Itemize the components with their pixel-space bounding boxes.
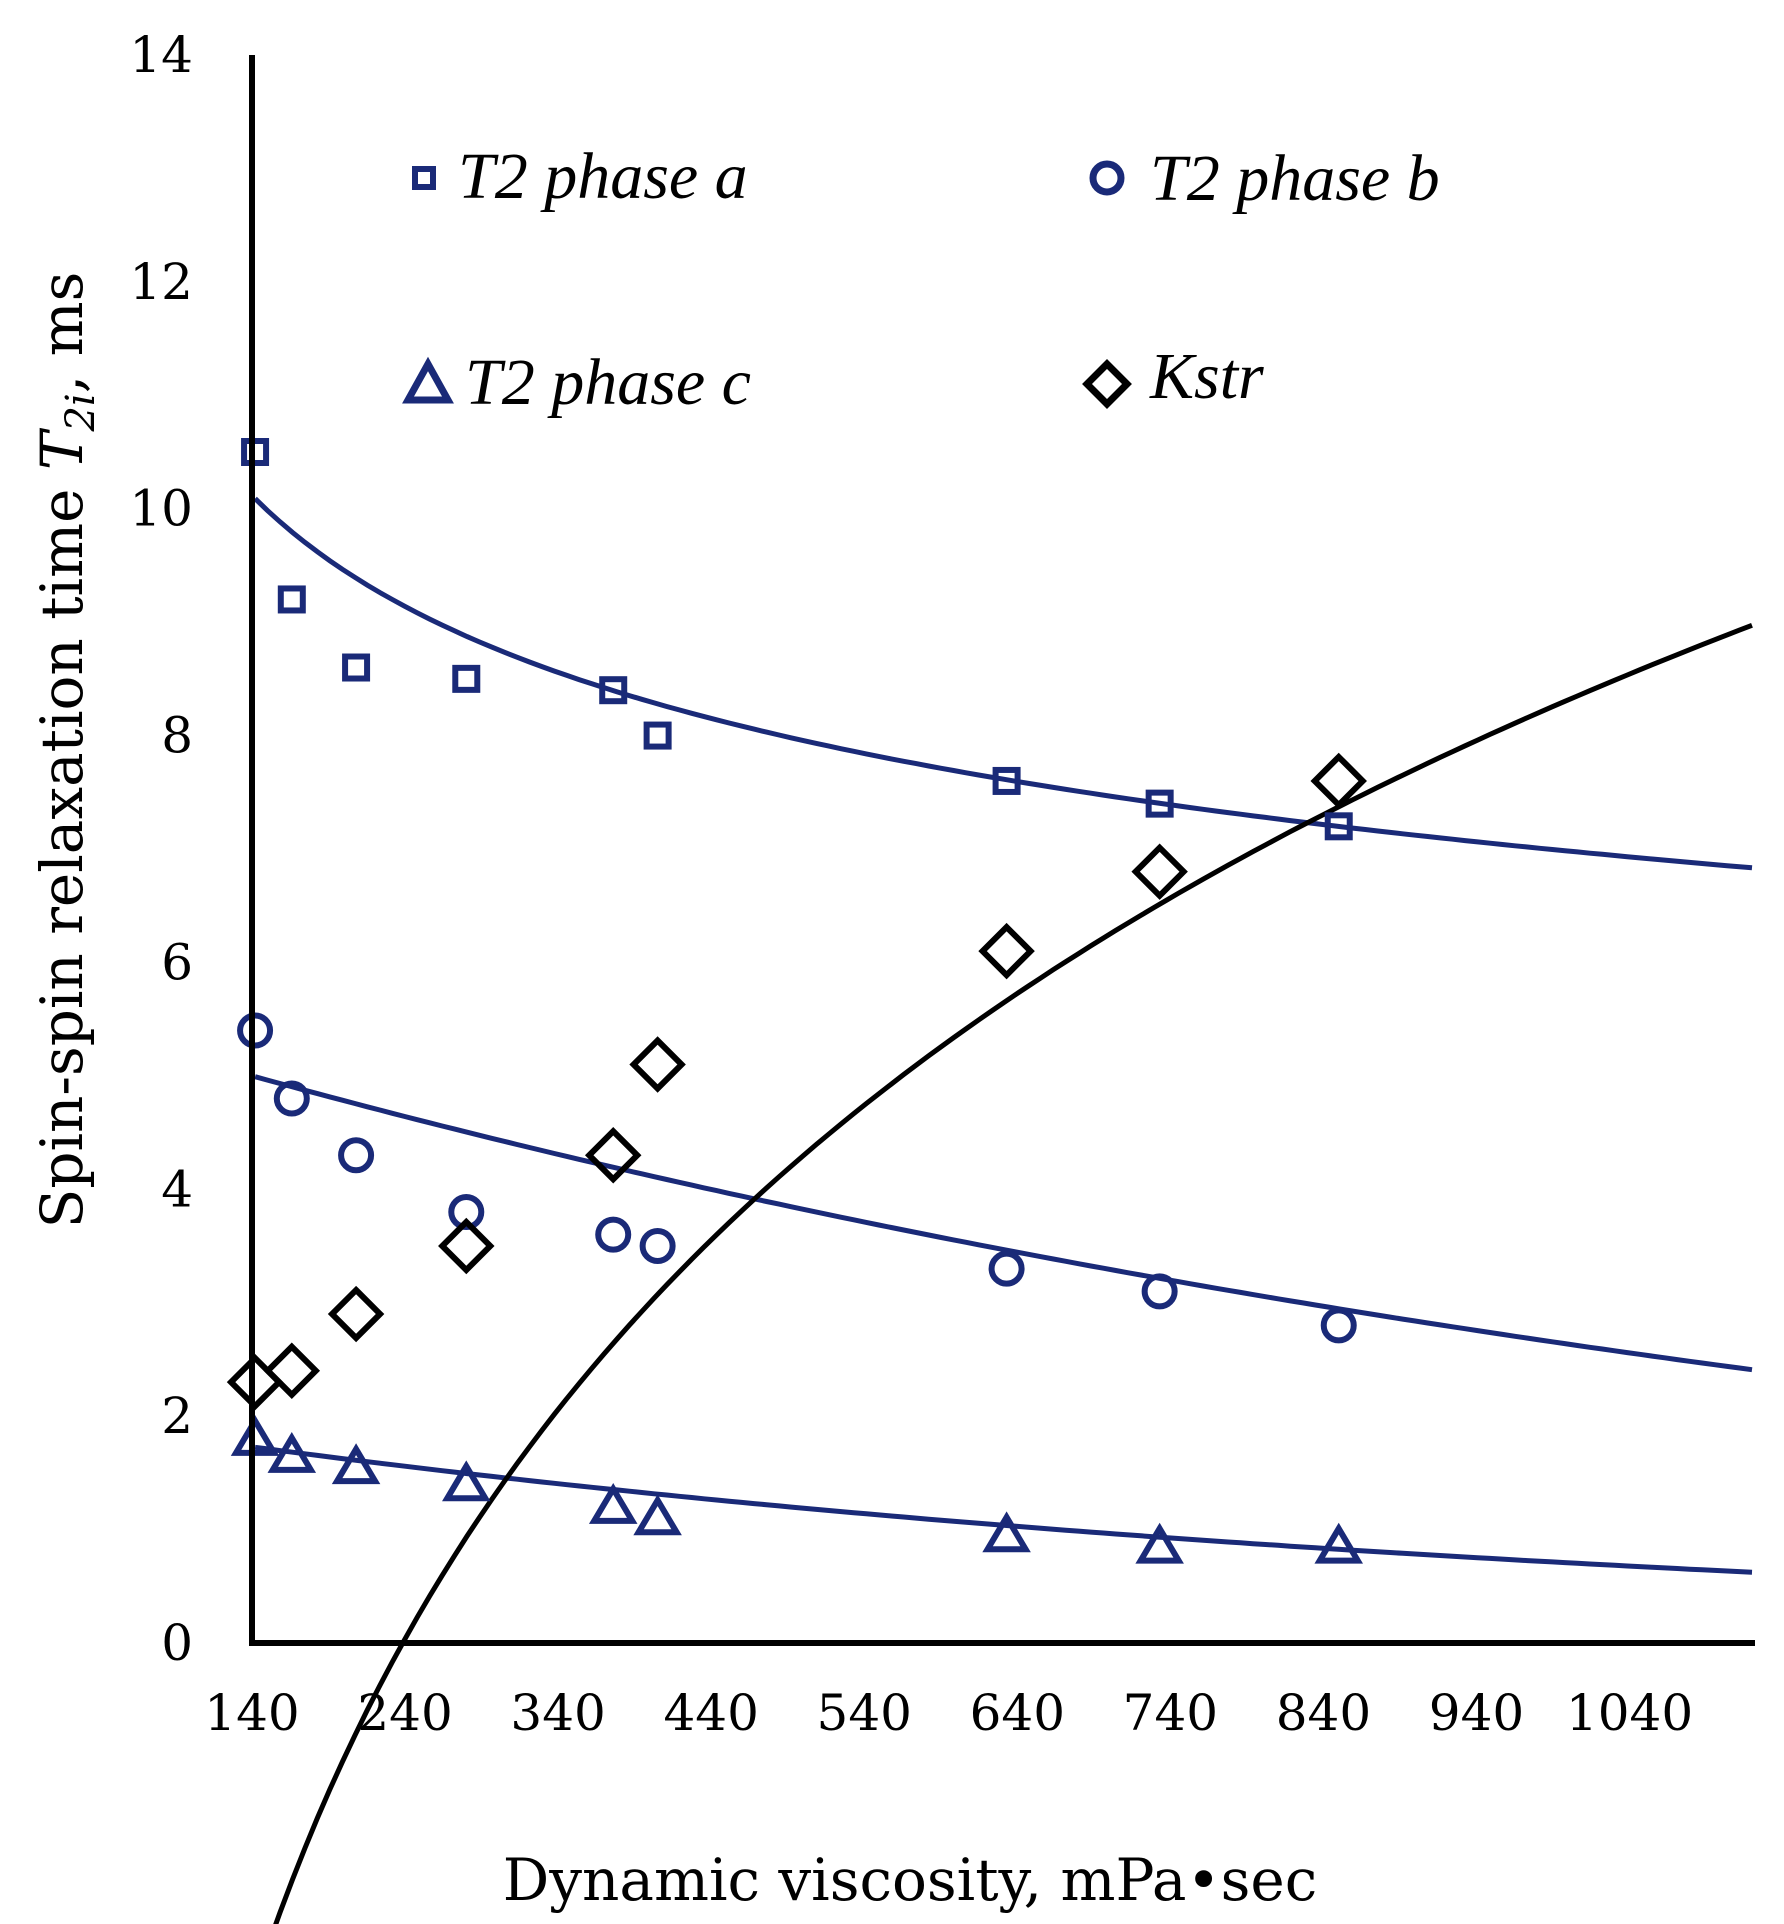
- legend-item-t2-phase-c: T2 phase c: [402, 346, 751, 419]
- legend: T2 phase a T2 phase b T2 phase c Kstr: [402, 140, 1440, 419]
- point-t2-phase-b: [1320, 1307, 1357, 1344]
- legend-marker-kstr: [1082, 359, 1132, 409]
- y-axis-title-unit: , ms: [28, 272, 96, 394]
- point-kstr: [978, 922, 1035, 980]
- y-tick-label: 6: [161, 933, 193, 991]
- y-tick-label: 2: [161, 1387, 193, 1445]
- x-tick-label: 240: [357, 1684, 452, 1742]
- point-kstr: [584, 1127, 642, 1184]
- point-t2-phase-c: [230, 1414, 280, 1456]
- y-tick-label: 8: [161, 707, 193, 765]
- data-markers: [226, 438, 1367, 1564]
- x-tick-label: 940: [1429, 1684, 1524, 1742]
- trendline-t2-phase-b: [254, 1074, 1753, 1373]
- x-tick-label: 340: [510, 1684, 605, 1742]
- point-kstr: [1131, 843, 1188, 900]
- y-axis-title-main: Spin-spin relaxation time: [28, 470, 96, 1228]
- x-tick-label: 640: [970, 1684, 1065, 1742]
- x-tick-label: 840: [1276, 1684, 1371, 1742]
- point-t2-phase-c: [588, 1483, 638, 1524]
- point-t2-phase-a: [342, 653, 371, 682]
- legend-item-t2-phase-a: T2 phase a: [412, 140, 748, 213]
- legend-label-t2-phase-a: T2 phase a: [458, 140, 748, 213]
- point-t2-phase-b: [237, 1012, 274, 1049]
- point-kstr: [263, 1342, 321, 1400]
- point-t2-phase-a: [241, 438, 270, 466]
- legend-label-t2-phase-c: T2 phase c: [465, 346, 751, 419]
- tick-labels: 140 240 340 440 540 640 740 840 940 1040 0 2 4 6 8 10 12…: [129, 26, 1693, 1742]
- point-t2-phase-c: [1135, 1522, 1184, 1564]
- y-axis-title-symbol: T: [28, 427, 96, 470]
- legend-item-t2-phase-b: T2 phase b: [1089, 142, 1440, 215]
- x-tick-label: 740: [1123, 1684, 1218, 1742]
- legend-marker-t2-phase-a: [412, 166, 436, 190]
- y-tick-label: 14: [129, 26, 193, 84]
- y-axis-title: Spin-spin relaxation time T2i, ms: [28, 272, 104, 1229]
- trendline-kstr: [273, 622, 1753, 1924]
- point-t2-phase-b: [338, 1137, 375, 1174]
- legend-marker-t2-phase-c: [402, 356, 454, 404]
- x-axis-title: Dynamic viscosity, mPa•sec: [503, 1846, 1318, 1914]
- point-t2-phase-c: [1314, 1522, 1364, 1564]
- y-tick-label: 10: [129, 480, 193, 538]
- point-t2-phase-a: [1145, 789, 1174, 818]
- point-t2-phase-c: [267, 1431, 317, 1473]
- legend-marker-t2-phase-b: [1089, 160, 1125, 196]
- point-t2-phase-a: [599, 676, 628, 705]
- point-kstr: [438, 1217, 495, 1275]
- x-tick-label: 140: [204, 1684, 299, 1742]
- y-axis-title-subscript: 2i: [58, 393, 104, 432]
- point-t2-phase-b: [448, 1193, 485, 1230]
- y-tick-label: 0: [161, 1614, 193, 1672]
- point-t2-phase-b: [1141, 1273, 1178, 1310]
- axes: [249, 55, 1755, 1646]
- point-t2-phase-c: [442, 1460, 491, 1502]
- point-t2-phase-c: [633, 1494, 682, 1536]
- point-kstr: [629, 1036, 686, 1093]
- point-t2-phase-a: [643, 721, 672, 750]
- x-tick-label: 1040: [1566, 1684, 1693, 1742]
- point-t2-phase-c: [331, 1443, 381, 1485]
- point-t2-phase-a: [1324, 812, 1353, 841]
- trendline-t2-phase-c: [254, 1444, 1753, 1575]
- point-t2-phase-b: [273, 1080, 310, 1117]
- y-tick-label: 4: [161, 1160, 193, 1218]
- y-tick-label: 12: [129, 253, 193, 311]
- legend-label-kstr: Kstr: [1149, 340, 1264, 413]
- legend-label-t2-phase-b: T2 phase b: [1150, 142, 1440, 215]
- point-t2-phase-a: [452, 664, 481, 693]
- point-t2-phase-a: [277, 585, 306, 614]
- point-t2-phase-b: [595, 1216, 632, 1253]
- x-tick-label: 540: [817, 1684, 912, 1742]
- trendline-t2-phase-a: [253, 496, 1753, 871]
- legend-item-kstr: Kstr: [1082, 340, 1264, 413]
- x-tick-label: 440: [663, 1684, 758, 1742]
- point-kstr: [1310, 752, 1367, 810]
- point-t2-phase-c: [982, 1511, 1031, 1553]
- point-t2-phase-b: [639, 1228, 676, 1264]
- point-t2-phase-b: [988, 1250, 1025, 1287]
- point-t2-phase-a: [992, 766, 1021, 795]
- point-kstr: [327, 1285, 385, 1343]
